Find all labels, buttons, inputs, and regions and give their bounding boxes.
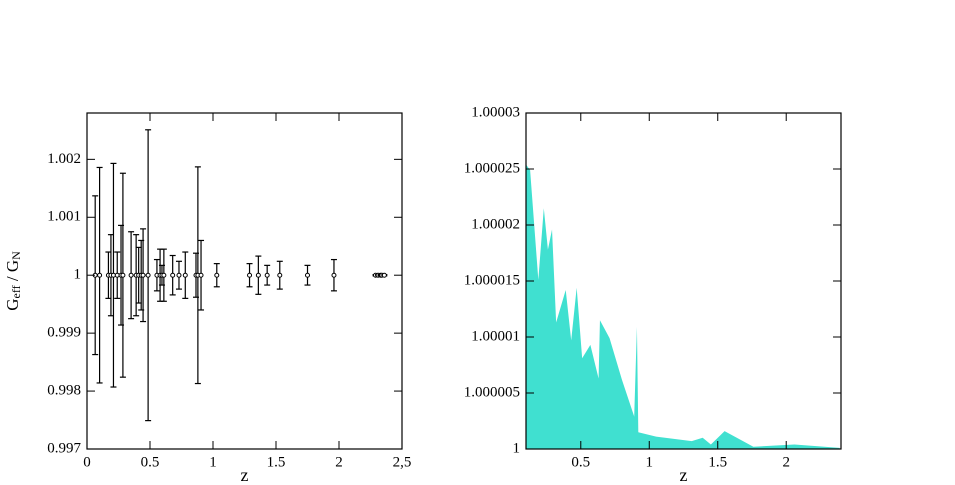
error-bar xyxy=(175,260,182,290)
error-bar xyxy=(246,263,253,288)
point xyxy=(176,272,182,278)
point xyxy=(331,272,337,278)
x-tick-label: 2 xyxy=(782,454,790,470)
y-tick-label: 1.00002 xyxy=(471,216,520,232)
y-axis-label-part: N xyxy=(9,251,23,260)
point xyxy=(140,272,146,278)
point xyxy=(264,272,270,278)
point xyxy=(120,272,126,278)
error-bar xyxy=(213,263,220,288)
y-tick-label: 1.000025 xyxy=(464,160,520,176)
y-tick-label: 0.998 xyxy=(47,383,81,399)
x-tick-label: 1 xyxy=(209,454,217,470)
point xyxy=(145,272,151,278)
y-tick-label: 1.00001 xyxy=(471,328,520,344)
error-bar xyxy=(169,254,176,296)
x-tick-label: 0.5 xyxy=(571,454,590,470)
error-bar xyxy=(145,129,152,422)
x-tick-label: 0 xyxy=(83,454,91,470)
x-tick-label: 0.5 xyxy=(141,454,160,470)
y-tick-label: 1.002 xyxy=(47,151,81,167)
x-axis-label: z xyxy=(680,465,688,485)
x-tick-label: 1.5 xyxy=(708,454,727,470)
point xyxy=(255,272,261,278)
area xyxy=(526,164,840,449)
point xyxy=(277,272,283,278)
point xyxy=(182,272,188,278)
x-tick-label: 1.5 xyxy=(267,454,286,470)
y-tick-label: 1.000005 xyxy=(464,384,520,400)
point xyxy=(247,272,253,278)
y-axis-label: Geff / GN xyxy=(3,251,23,311)
y-tick-label: 0.999 xyxy=(47,325,81,341)
y-tick-label: 1 xyxy=(74,267,82,283)
y-axis-label-part: G xyxy=(3,299,22,311)
y-tick-label: 0.997 xyxy=(47,440,81,456)
point xyxy=(97,272,103,278)
error-bar xyxy=(381,272,388,278)
point xyxy=(381,272,387,278)
error-bar xyxy=(160,248,167,302)
y-tick-label: 1 xyxy=(513,440,521,456)
point xyxy=(198,272,204,278)
error-bar xyxy=(96,166,103,384)
y-axis-label-part: / G xyxy=(3,260,22,286)
x-tick-label: 2 xyxy=(335,454,343,470)
point xyxy=(214,272,220,278)
y-tick-label: 1.000015 xyxy=(464,272,520,288)
y-tick-label: 1.001 xyxy=(47,209,81,225)
point xyxy=(161,272,167,278)
y-tick-label: 1.00003 xyxy=(471,104,520,120)
error-bar xyxy=(182,251,189,299)
point xyxy=(305,272,310,278)
x-axis-label: z xyxy=(241,465,249,485)
error-bar xyxy=(119,172,126,378)
error-bar xyxy=(255,255,262,295)
plot-frame xyxy=(86,112,403,450)
error-bar xyxy=(330,258,337,292)
x-tick-label: 1 xyxy=(646,454,654,470)
error-bar xyxy=(276,260,283,290)
error-bar xyxy=(304,264,311,286)
point xyxy=(170,272,176,278)
x-tick-label: 2,5 xyxy=(393,454,412,470)
point xyxy=(128,272,134,278)
error-bar xyxy=(198,239,205,311)
error-bar xyxy=(140,228,147,323)
error-bar xyxy=(128,231,135,320)
y-axis-label-part: eff xyxy=(9,285,23,298)
error-bar xyxy=(264,264,271,286)
